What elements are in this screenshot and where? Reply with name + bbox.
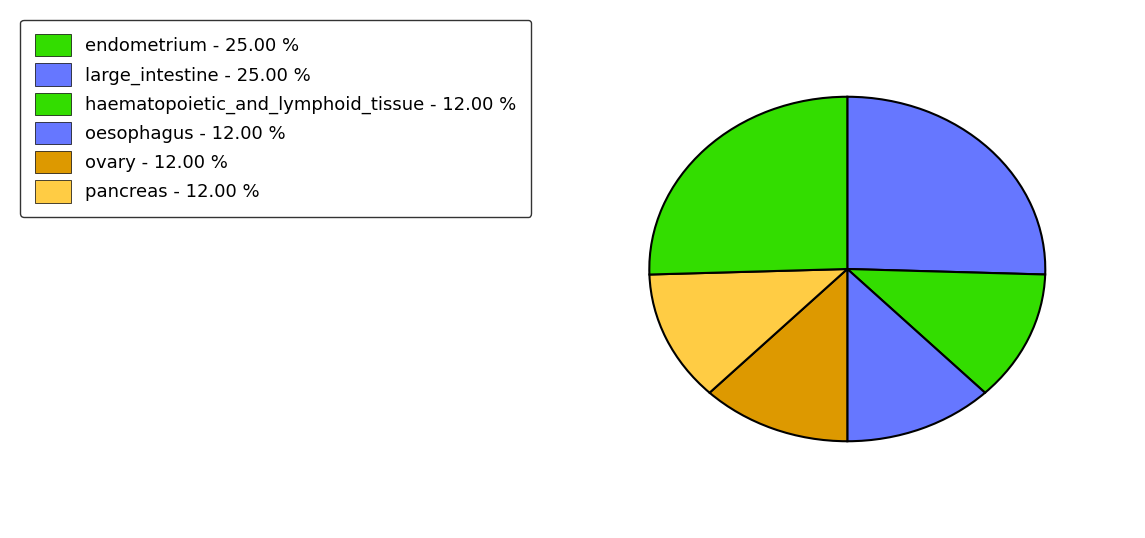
Wedge shape <box>649 269 847 393</box>
Legend: endometrium - 25.00 %, large_intestine - 25.00 %, haematopoietic_and_lymphoid_ti: endometrium - 25.00 %, large_intestine -… <box>21 20 531 217</box>
Wedge shape <box>847 269 985 441</box>
Wedge shape <box>649 97 847 274</box>
Wedge shape <box>847 269 1045 393</box>
Wedge shape <box>710 269 847 441</box>
Wedge shape <box>847 97 1045 274</box>
